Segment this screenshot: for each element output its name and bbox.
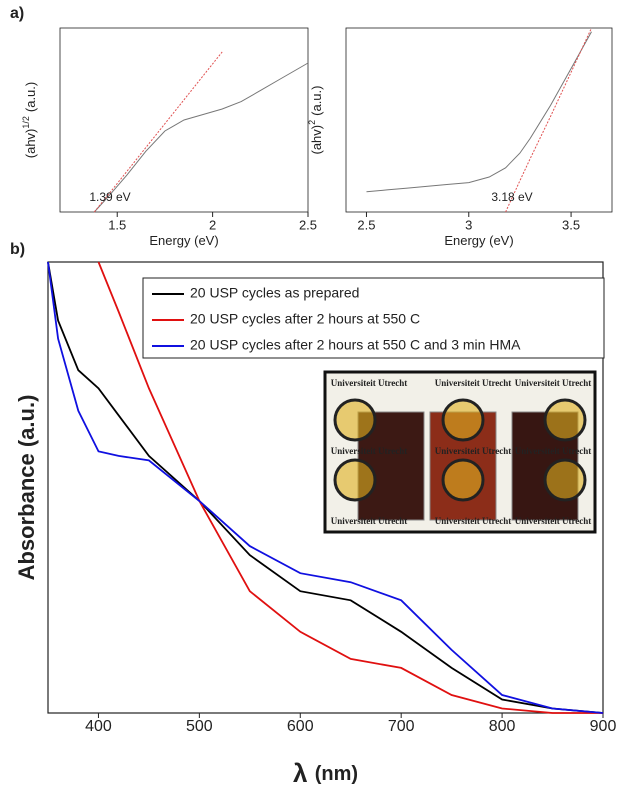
photo-text: Universiteit Utrecht [331, 378, 408, 388]
y-label-text: (ahv) [23, 129, 38, 159]
annotation: 1.39 eV [89, 190, 130, 204]
photo-text: Universiteit Utrecht [515, 446, 592, 456]
series-line [366, 31, 592, 193]
logo [333, 458, 377, 502]
logo [441, 398, 485, 442]
plot-frame [345, 27, 613, 213]
photo-text: Universiteit Utrecht [435, 516, 512, 526]
series-line [47, 261, 604, 714]
y-label-unit: (a.u.) [23, 82, 38, 112]
y-label-sup: 1/2 [21, 116, 31, 129]
annotation: 3.18 eV [491, 190, 532, 204]
x-axis-label: Energy (eV) [444, 233, 513, 248]
panel-label: b) [10, 241, 25, 258]
x-tick-label: 700 [388, 718, 415, 735]
photo-text: Universiteit Utrecht [435, 446, 512, 456]
x-tick-label: 800 [489, 718, 516, 735]
x-tick-label: 2.5 [357, 217, 375, 232]
x-tick-label: 600 [287, 718, 314, 735]
logo [543, 458, 587, 502]
y-label-sup: 2 [307, 120, 317, 125]
series-line [97, 261, 603, 714]
x-tick-label: 500 [186, 718, 213, 735]
legend-label: 20 USP cycles as prepared [190, 285, 359, 301]
x-axis-label: Energy (eV) [149, 233, 218, 248]
photo-text: Universiteit Utrecht [435, 378, 512, 388]
plot-frame [59, 27, 309, 213]
photo-text: Universiteit Utrecht [515, 516, 592, 526]
x-label-unit: (nm) [315, 763, 358, 785]
photo-text: Universiteit Utrecht [331, 516, 408, 526]
x-tick-label: 900 [590, 718, 617, 735]
legend-label: 20 USP cycles after 2 hours at 550 C and… [190, 337, 521, 353]
logo [543, 398, 587, 442]
x-tick-label: 2.5 [299, 217, 317, 232]
series-line [505, 27, 592, 213]
legend-label: 20 USP cycles after 2 hours at 550 C [190, 311, 420, 327]
photo-text: Universiteit Utrecht [331, 446, 408, 456]
y-label-text: (ahv) [309, 125, 324, 155]
y-axis-label: (ahv)1/2 (a.u.) [21, 82, 38, 158]
y-axis-label: (ahv)2 (a.u.) [307, 86, 324, 155]
x-tick-label: 400 [85, 718, 112, 735]
logo [333, 398, 377, 442]
x-label-text: λ [293, 758, 308, 788]
plot-frame [47, 261, 604, 714]
series-line [47, 261, 604, 714]
logo [441, 458, 485, 502]
y-label-unit: (a.u.) [309, 86, 324, 116]
x-tick-label: 3.5 [562, 217, 580, 232]
series-line [93, 51, 223, 213]
panel-label: a) [10, 5, 24, 22]
x-tick-label: 3 [465, 217, 472, 232]
legend-box [142, 277, 605, 359]
x-axis-label: λ (nm) [293, 758, 358, 788]
y-axis-label: Absorbance (a.u.) [14, 395, 39, 581]
x-label-text: Energy (eV) [444, 233, 513, 248]
x-tick-label: 2 [209, 217, 216, 232]
photo-text: Universiteit Utrecht [515, 378, 592, 388]
series-line [93, 62, 309, 213]
x-label-text: Energy (eV) [149, 233, 218, 248]
x-tick-label: 1.5 [108, 217, 126, 232]
y-label-text: Absorbance (a.u.) [14, 395, 39, 581]
